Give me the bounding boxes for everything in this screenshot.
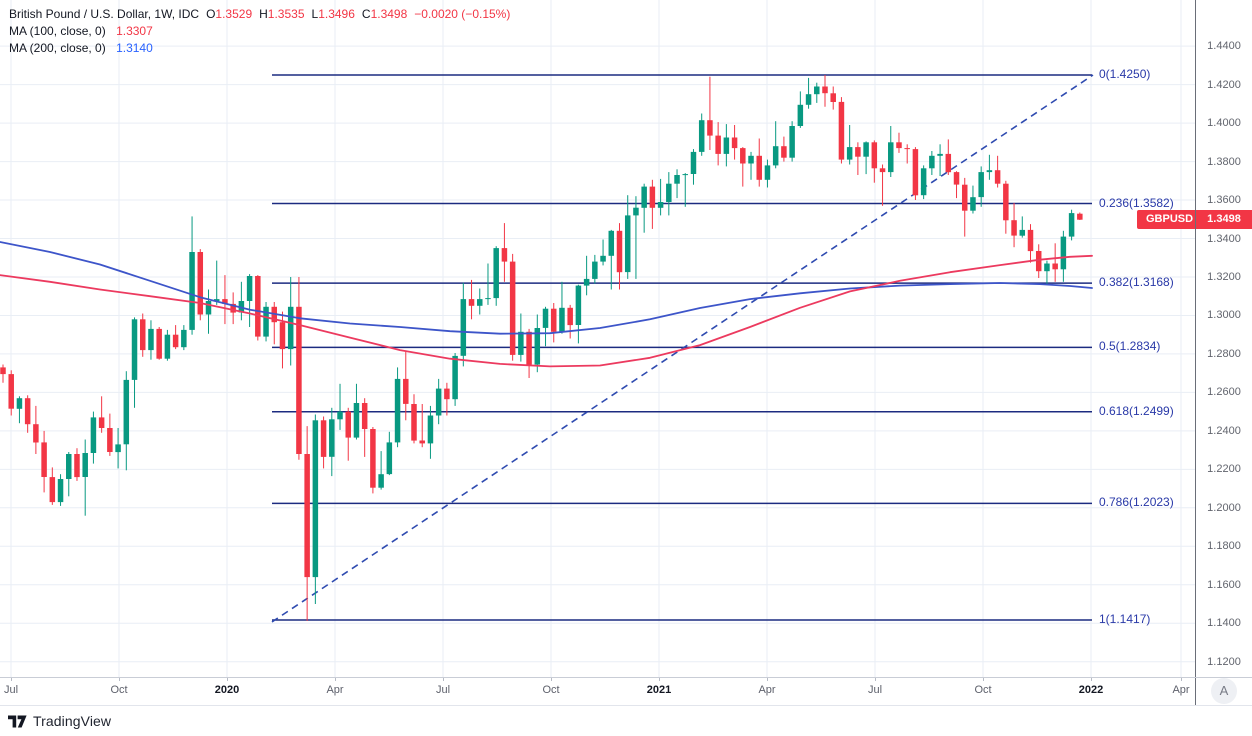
time-tick: 2022 [1078,684,1104,696]
ma200-value: 1.3140 [116,41,153,55]
ma100-legend-row[interactable]: MA (100, close, 0) 1.3307 [9,23,510,40]
price-tick: 1.1200 [1207,655,1241,668]
time-tick: Oct [974,684,992,696]
time-tick-mark [551,677,552,681]
price-tick: 1.3400 [1207,232,1241,245]
time-tick-mark [227,677,228,681]
fib-label: 0.236(1.3582) [1099,195,1174,210]
ohlc-pair: L1.3496 [311,7,355,21]
fib-label: 0.5(1.2834) [1099,339,1161,354]
time-tick: 2021 [646,684,672,696]
time-tick: Jul [3,684,19,696]
fib-label: 0.786(1.2023) [1099,495,1174,510]
time-tick-mark [1181,677,1182,681]
time-axis[interactable]: Jul Oct 2020 Apr Jul Oct 2021 Apr Jul Oct 2022 Apr [0,677,1252,705]
time-tick: Apr [1172,684,1190,696]
price-tick: 1.2200 [1207,463,1241,476]
price-tick: 1.3600 [1207,194,1241,207]
price-tick: 1.4400 [1207,40,1241,53]
ohlc-pair: O1.3529 [206,7,253,21]
price-tick: 1.4000 [1207,117,1241,130]
time-tick: 2020 [214,684,240,696]
fib-label: 1(1.1417) [1099,611,1151,626]
tradingview-logo-icon [8,715,27,727]
price-scale[interactable]: 1.4400 1.4200 1.4000 1.3800 1.3600 1.3400 1.32… [1196,0,1252,705]
price-tick: 1.1800 [1207,540,1241,553]
time-tick-mark [443,677,444,681]
a-button[interactable]: A [1211,678,1237,704]
price-tick: 1.1400 [1207,617,1241,630]
time-axis-border [0,677,1252,678]
fib-label: 0(1.4250) [1099,67,1151,81]
time-tick-mark [1091,677,1092,681]
chart-plot-area[interactable] [0,0,1196,677]
time-tick-mark [875,677,876,681]
ma200-legend-row[interactable]: MA (200, close, 0) 1.3140 [9,40,510,57]
last-price-badge[interactable]: 1.3498 [1196,210,1252,230]
ma200-label: MA (200, close, 0) [9,41,106,55]
ohlc-pair: H1.3535 [259,7,305,21]
price-tick: 1.2400 [1207,424,1241,437]
fib-label: 0.382(1.3168) [1099,275,1174,290]
time-tick-mark [119,677,120,681]
ohlc-pair: C1.3498 [361,7,408,21]
time-tick-mark [767,677,768,681]
tradingview-logo[interactable]: TradingView [8,710,111,732]
price-tick: 1.2800 [1207,347,1241,360]
price-tick: 1.3200 [1207,270,1241,283]
time-tick: Apr [758,684,776,696]
time-tick: Jul [867,684,883,696]
price-scale-border [1195,0,1196,705]
price-change: −0.0020 (−0.15%) [414,7,511,21]
time-tick: Jul [435,684,451,696]
symbol-price-badge[interactable]: GBPUSD [1137,210,1195,230]
symbol-title: British Pound / U.S. Dollar, 1W, IDC [9,7,200,21]
price-tick: 1.2600 [1207,386,1241,399]
chart-legend: British Pound / U.S. Dollar, 1W, IDC O1.3… [9,6,510,57]
price-tick: 1.1600 [1207,578,1241,591]
fib-label: 0.618(1.2499) [1099,403,1174,418]
time-tick: Oct [542,684,560,696]
price-chart-canvas[interactable] [0,0,1196,677]
time-tick: Apr [326,684,344,696]
tradingview-logo-text: TradingView [33,713,112,729]
ma100-label: MA (100, close, 0) [9,24,106,38]
bottom-border [0,705,1252,706]
time-tick-mark [335,677,336,681]
time-tick-mark [983,677,984,681]
price-tick: 1.3800 [1207,155,1241,168]
ohlc-values: O1.3529 H1.3535 L1.3496 C1.3498 [199,7,407,21]
price-tick: 1.3000 [1207,309,1241,322]
time-tick-mark [11,677,12,681]
symbol-legend-row[interactable]: British Pound / U.S. Dollar, 1W, IDC O1.3… [9,6,510,23]
ma100-value: 1.3307 [116,24,153,38]
time-tick: Oct [110,684,128,696]
time-tick-mark [659,677,660,681]
price-tick: 1.2000 [1207,501,1241,514]
price-tick: 1.4200 [1207,78,1241,91]
